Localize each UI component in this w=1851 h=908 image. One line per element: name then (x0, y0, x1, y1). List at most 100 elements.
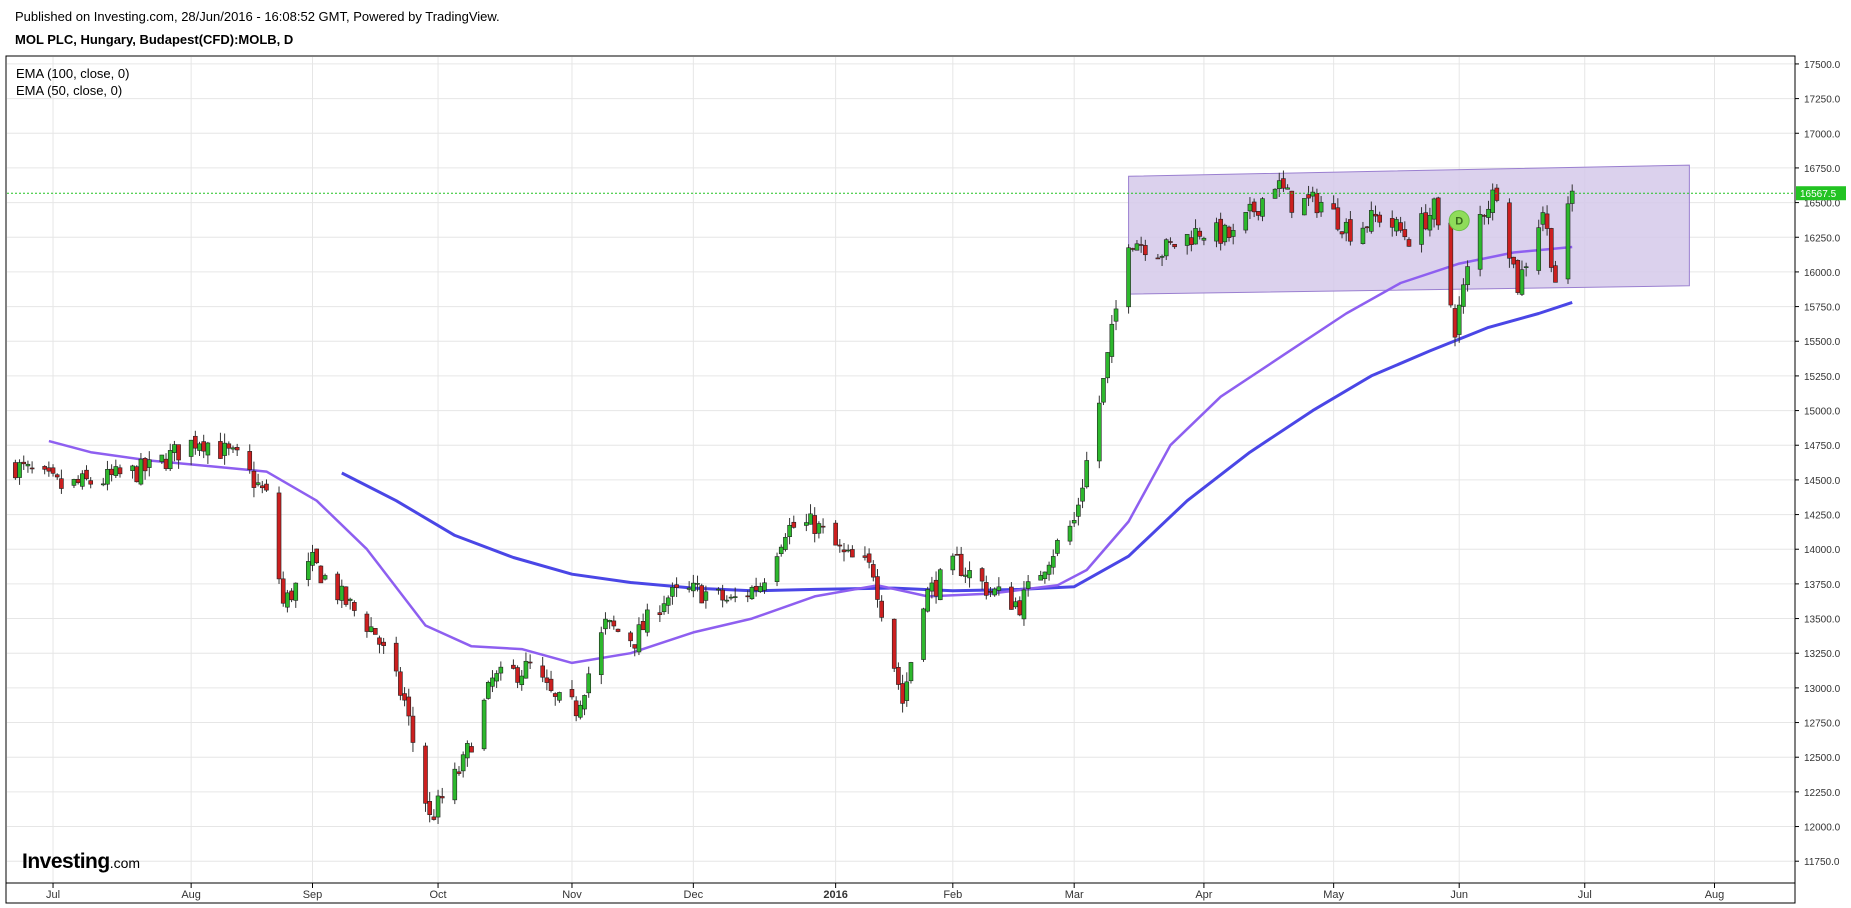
dividend-marker-label: D (1455, 216, 1463, 228)
candle-down (745, 595, 751, 598)
candle-down (469, 746, 474, 753)
candle-up (1193, 228, 1198, 245)
time-tick-label: Mar (1065, 889, 1084, 901)
candle-up (1042, 571, 1048, 580)
candle-down (75, 478, 81, 483)
candle-up (992, 588, 997, 596)
candle-down (193, 435, 198, 449)
price-tick-label: 16000.0 (1804, 268, 1841, 279)
candle-up (205, 442, 211, 456)
candle-down (59, 478, 64, 489)
time-tick-label: Jul (46, 889, 60, 901)
price-tick-label: 13250.0 (1804, 649, 1841, 660)
ema-50-line (48, 245, 1573, 665)
candle-up (1105, 352, 1110, 379)
candle-down (1348, 219, 1353, 242)
price-tick-label: 14500.0 (1804, 476, 1841, 487)
price-tick-label: 12250.0 (1804, 788, 1841, 799)
candle-up (845, 549, 851, 552)
candle-up (490, 677, 495, 687)
candle-down (1251, 201, 1257, 213)
candle-up (1071, 519, 1077, 524)
legend-ema-100[interactable]: EMA (100, close, 0) (16, 66, 130, 81)
candle-up (1419, 213, 1424, 245)
price-tick-label: 14000.0 (1804, 545, 1841, 556)
price-axis[interactable]: 11750.0 12000.0 12250.0 12500.0 12750.0 13000… (1795, 60, 1846, 868)
candle-down (1364, 226, 1370, 229)
candle-up (255, 482, 261, 485)
candle-down (1335, 207, 1341, 230)
ema-lines (48, 245, 1573, 665)
candle-up (904, 681, 910, 701)
candle-down (628, 632, 633, 642)
candle-down (46, 467, 52, 472)
candle-down (1256, 211, 1261, 216)
candle-down (850, 549, 855, 558)
candle-up (1084, 460, 1090, 488)
candle-up (1490, 189, 1495, 213)
candle-up (557, 692, 562, 701)
time-tick-label: Nov (562, 889, 582, 901)
candle-down (879, 600, 884, 618)
candle-down (364, 613, 370, 632)
candle-up (804, 522, 809, 526)
candle-down (1168, 241, 1173, 243)
candle-down (933, 579, 939, 597)
legend-ema-50[interactable]: EMA (50, close, 0) (16, 83, 123, 98)
candle-up (661, 603, 667, 613)
symbol-title: MOL PLC, Hungary, Budapest(CFD):MOLB, D (15, 32, 294, 47)
candle-up (636, 624, 642, 653)
time-tick-label: Aug (181, 889, 201, 901)
candle-up (1134, 243, 1140, 251)
published-caption: Published on Investing.com, 28/Jun/2016 … (15, 9, 500, 24)
candle-down (1448, 222, 1454, 306)
candle-up (582, 695, 587, 710)
price-tick-label: 12500.0 (1804, 753, 1841, 764)
candle-down (352, 602, 357, 611)
candle-up (1050, 556, 1056, 568)
candle-down (1398, 222, 1403, 231)
candle-up (950, 555, 956, 571)
candle-down (983, 582, 989, 596)
candle-up (498, 666, 504, 674)
candle-up (1394, 219, 1399, 232)
candle-down (247, 451, 253, 470)
candle-down (1289, 190, 1295, 213)
price-tick-label: 13500.0 (1804, 615, 1841, 626)
candle-up (188, 439, 194, 457)
candle-up (1025, 581, 1031, 589)
candle-down (1452, 308, 1458, 338)
candle-up (146, 459, 152, 468)
candle-up (197, 443, 202, 451)
candle-down (954, 554, 960, 556)
candle-down (1009, 586, 1014, 610)
candle-up (1272, 188, 1278, 199)
candle-up (485, 681, 491, 699)
candle-down (1548, 228, 1554, 268)
time-tick-label: Sep (303, 889, 323, 901)
time-axis[interactable]: Jul Aug Sep Oct Nov Dec 2016 Feb Mar Apr May Jun Jul… (46, 883, 1724, 901)
candle-down (573, 700, 579, 717)
candle-up (703, 591, 709, 601)
candle-up (80, 473, 85, 487)
candle-up (285, 592, 290, 608)
candle-up (716, 588, 721, 591)
price-tick-label: 17250.0 (1804, 95, 1841, 106)
candle-down (1373, 213, 1378, 217)
price-tick-label: 15500.0 (1804, 337, 1841, 348)
candle-down (674, 584, 679, 588)
candle-down (439, 796, 445, 799)
candle-up (808, 513, 813, 525)
candle-down (866, 553, 872, 563)
candle-up (481, 699, 487, 750)
time-tick-label: Jul (1578, 889, 1592, 901)
candle-down (891, 618, 897, 669)
price-tick-label: 17500.0 (1804, 60, 1841, 71)
candle-up (222, 442, 227, 456)
candle-up (452, 768, 458, 801)
candle-down (456, 771, 462, 774)
candles (13, 170, 1575, 824)
candle-up (1214, 222, 1219, 242)
candle-down (1482, 215, 1487, 217)
